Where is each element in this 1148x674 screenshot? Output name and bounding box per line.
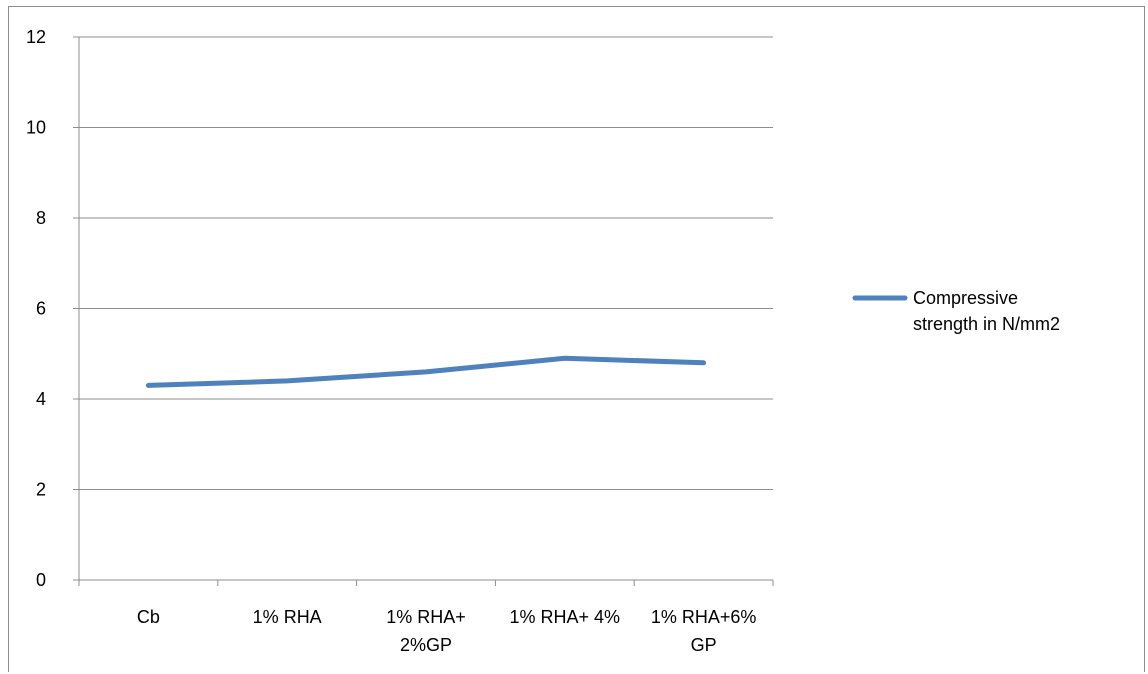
data-point — [425, 371, 427, 373]
data-point — [286, 380, 288, 382]
y-tick-label: 12 — [26, 27, 46, 47]
y-tick-label: 8 — [36, 208, 46, 228]
legend-label: Compressive strength in N/mm2 — [913, 288, 1060, 334]
x-tick-labels: Cb 1% RHA 1% RHA+ 2%GP 1% RHA+ 4% 1% RHA+6% GP — [137, 607, 756, 655]
y-tick-label: 6 — [36, 299, 46, 319]
y-tick-label: 2 — [36, 480, 46, 500]
y-tick-labels: 0 2 4 6 8 10 12 — [26, 27, 46, 590]
y-tick-label: 10 — [26, 118, 46, 138]
x-tick-label: 1% RHA — [253, 607, 322, 627]
y-tick-label: 0 — [36, 570, 46, 590]
x-tick-label: 1% RHA+ 2%GP — [386, 607, 466, 655]
axes — [73, 36, 774, 586]
legend: Compressive strength in N/mm2 — [852, 288, 1060, 334]
data-point — [564, 357, 566, 359]
data-point — [703, 362, 705, 364]
x-tick-label: 1% RHA+ 4% — [510, 607, 621, 627]
y-tick-label: 4 — [36, 389, 46, 409]
gridlines — [79, 36, 773, 490]
x-tick-label: Cb — [137, 607, 160, 627]
series-lines — [145, 355, 707, 388]
x-tick-label: 1% RHA+6% GP — [651, 607, 757, 655]
chart-frame — [8, 6, 1145, 672]
data-point — [147, 384, 149, 386]
